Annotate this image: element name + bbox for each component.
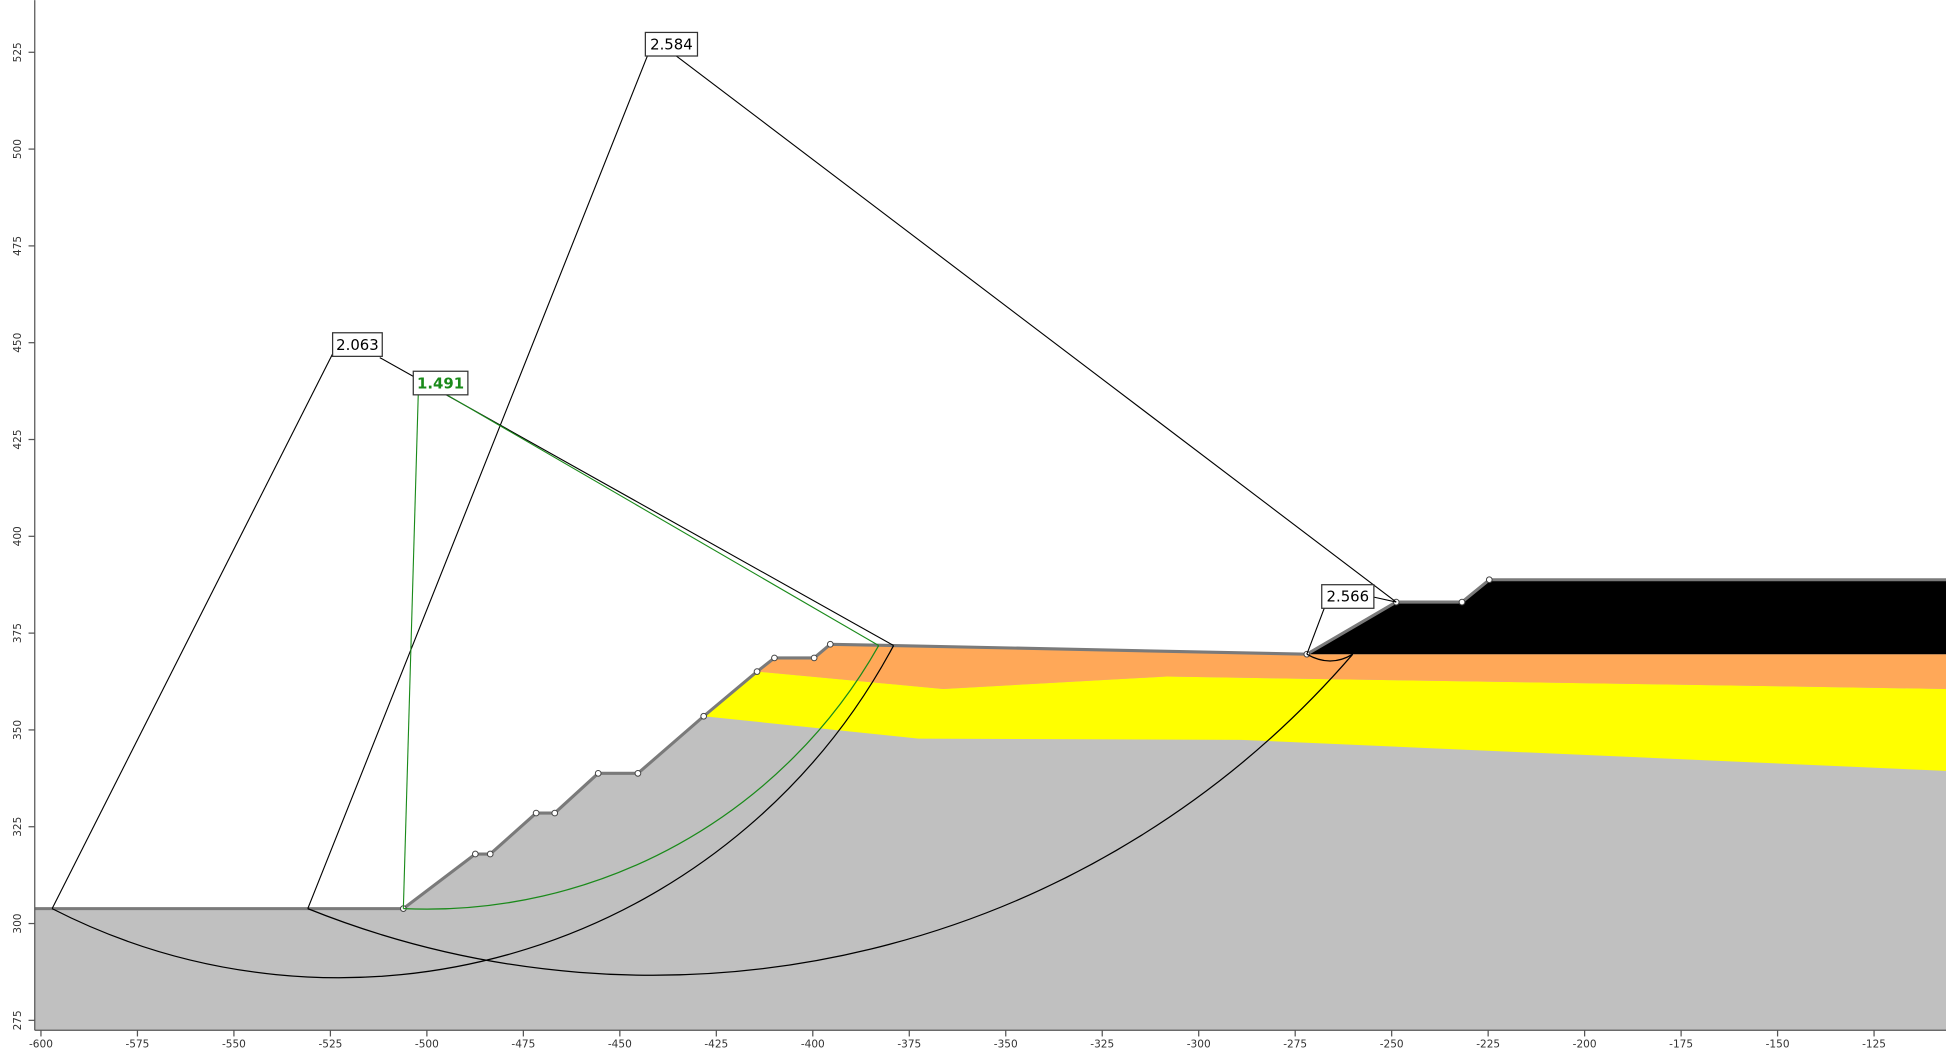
slope-view: 2.063 2.584 1.491 2.566 -600 -575 -550 -525 -50… <box>0 0 1946 1054</box>
x-tick-label: -225 <box>1476 1039 1500 1051</box>
vertex <box>1459 599 1465 605</box>
x-tick-label: -475 <box>511 1039 535 1051</box>
x-tick-label: -150 <box>1766 1039 1790 1051</box>
vertex <box>552 810 558 816</box>
x-tick-label: -375 <box>897 1039 921 1051</box>
x-tick-label: -300 <box>1187 1039 1211 1051</box>
vertex <box>533 810 539 816</box>
fos-label: 2.063 <box>336 336 379 354</box>
fos-label: 2.584 <box>650 35 693 53</box>
x-tick-label: -550 <box>222 1039 246 1051</box>
vertex <box>472 851 478 857</box>
y-tick-label: 425 <box>12 429 24 449</box>
vertex <box>487 851 493 857</box>
x-tick-label: -275 <box>1283 1039 1307 1051</box>
fos-label: 2.566 <box>1327 588 1370 606</box>
vertex <box>827 641 833 647</box>
x-tick-label: -350 <box>994 1039 1018 1051</box>
x-tick-label: -575 <box>125 1039 149 1051</box>
x-tick-label: -125 <box>1862 1039 1886 1051</box>
vertex <box>754 669 760 675</box>
y-tick-label: 500 <box>12 139 24 159</box>
vertex <box>1486 577 1492 583</box>
x-tick-label: -425 <box>704 1039 728 1051</box>
vertex <box>635 770 641 776</box>
y-tick-label: 275 <box>12 1010 24 1030</box>
x-tick-label: -250 <box>1380 1039 1404 1051</box>
x-tick-label: -500 <box>415 1039 439 1051</box>
y-tick-label: 300 <box>12 913 24 933</box>
fos-label: 1.491 <box>417 374 464 392</box>
y-tick-label: 375 <box>12 623 24 643</box>
vertex <box>701 713 707 719</box>
y-tick-label: 400 <box>12 526 24 546</box>
x-tick-label: -175 <box>1669 1039 1693 1051</box>
x-tick-label: -450 <box>608 1039 632 1051</box>
y-tick-label: 475 <box>12 236 24 256</box>
x-tick-label: -200 <box>1573 1039 1597 1051</box>
y-tick-label: 450 <box>12 333 24 353</box>
y-tick-label: 525 <box>12 42 24 62</box>
vertex <box>595 770 601 776</box>
vertex <box>811 655 817 661</box>
x-tick-label: -600 <box>29 1039 53 1051</box>
x-tick-label: -525 <box>318 1039 342 1051</box>
y-tick-label: 325 <box>12 817 24 837</box>
x-tick-label: -325 <box>1090 1039 1114 1051</box>
x-tick-label: -400 <box>801 1039 825 1051</box>
y-tick-label: 350 <box>12 720 24 740</box>
vertex <box>772 655 778 661</box>
